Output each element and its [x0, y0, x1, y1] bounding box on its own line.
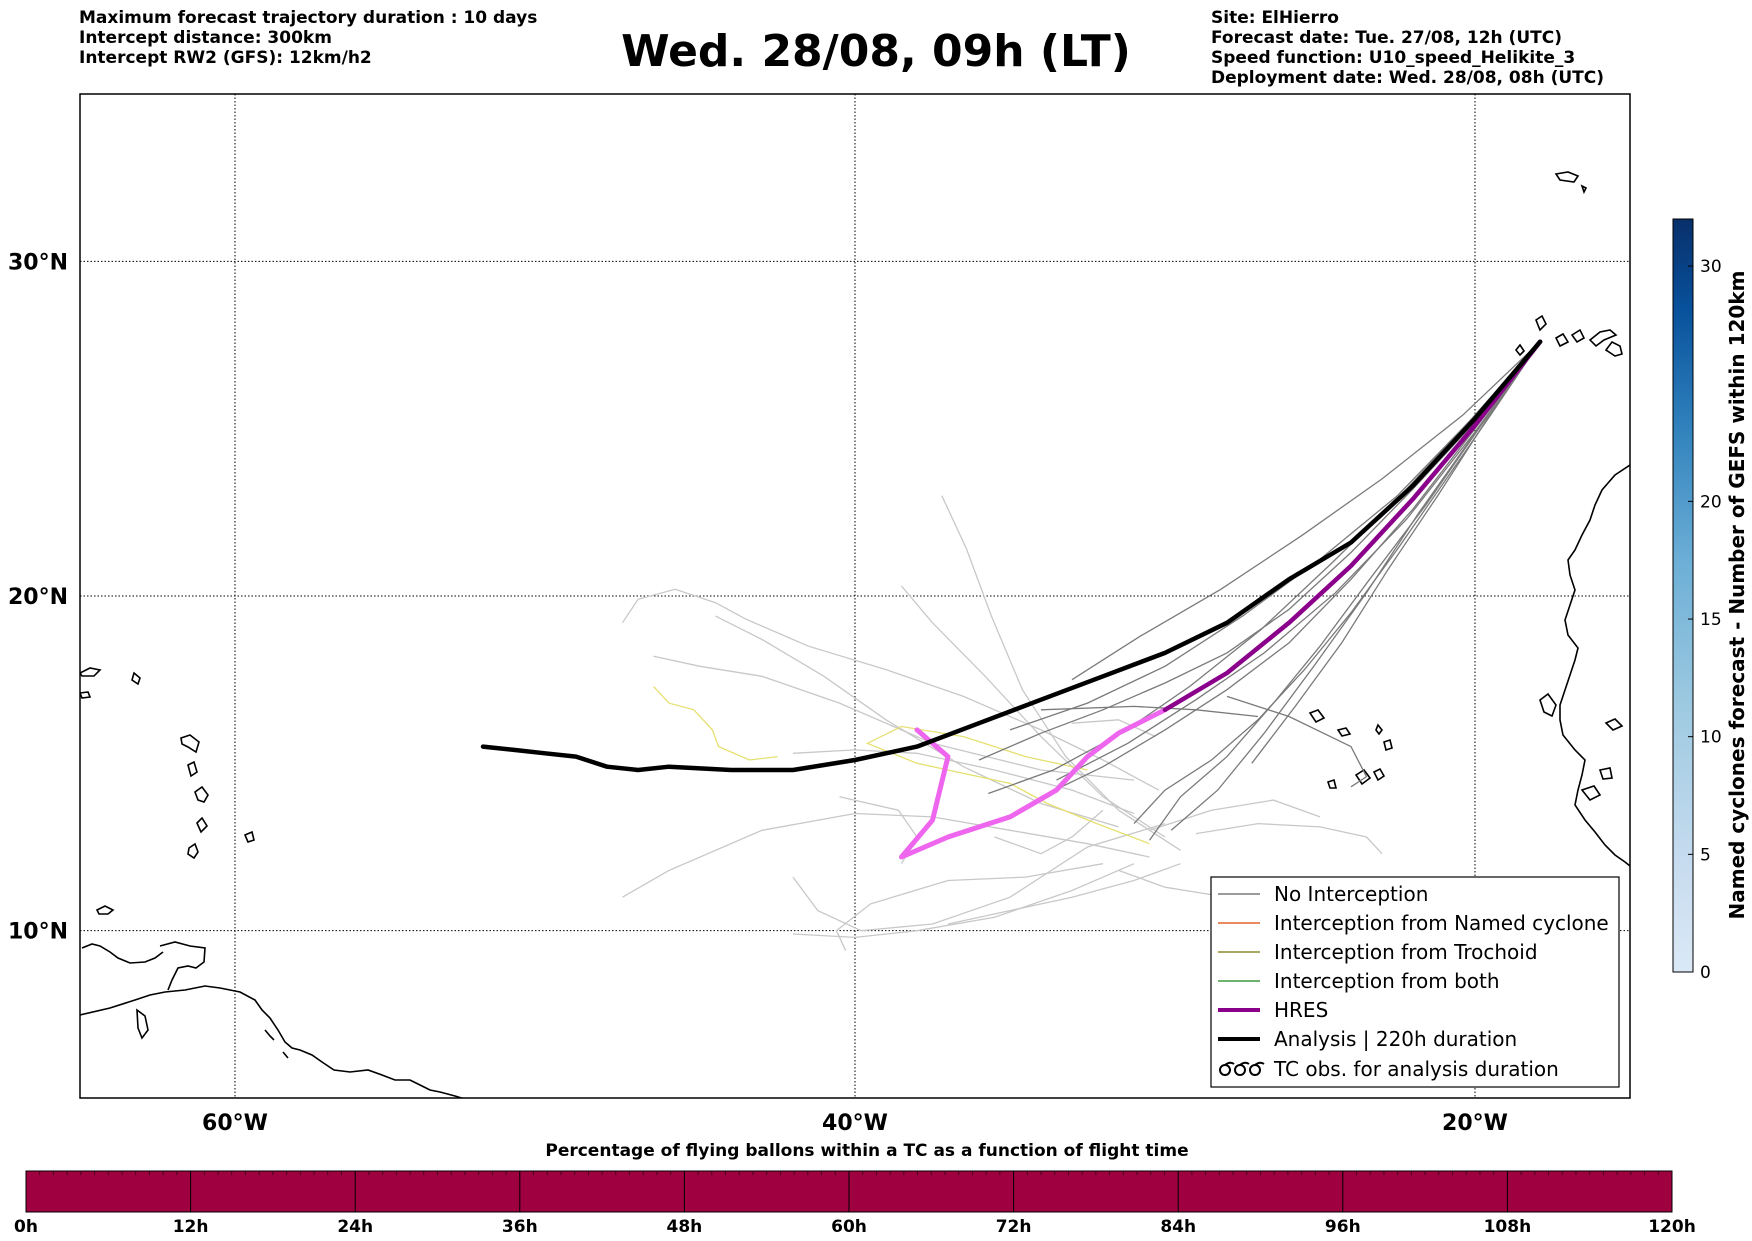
header-right-line: Speed function: U10_speed_Helikite_3: [1211, 48, 1576, 68]
time-label: 0h: [14, 1217, 38, 1237]
trajectory-light: [1149, 799, 1321, 831]
trajectory-light: [715, 615, 1119, 828]
time-label: 24h: [337, 1217, 373, 1237]
trajectory-no-interception: [988, 341, 1541, 795]
hres-line-outer: [899, 707, 1168, 860]
percentage-bar-minor-ticks: [39, 1171, 1659, 1175]
colorbar-tick-label: 15: [1700, 610, 1722, 630]
analysis-line: [480, 339, 1543, 773]
colorbar-right: 0 5 10 15 20 30 Named cyclones forecast - Num…: [1672, 218, 1749, 983]
trajectory-light: [941, 495, 1181, 851]
trajectory-light: [792, 822, 1166, 932]
trajectory-no-interception: [1071, 341, 1541, 681]
time-label: 120h: [1648, 1217, 1696, 1237]
lat-label: 20°N: [8, 585, 68, 610]
trajectory-no-interception: [1148, 341, 1541, 841]
hres-trajectory: [899, 339, 1543, 860]
colorbar-tick-label: 20: [1700, 492, 1722, 512]
header-right: Site: ElHierro Forecast date: Tue. 27/08…: [1211, 8, 1604, 88]
trajectory-light: [653, 655, 1135, 781]
trajectory-light: [621, 588, 1160, 791]
longitude-labels: 60°W 40°W 20°W: [202, 1111, 1508, 1136]
legend-label-no-interception: No Interception: [1274, 882, 1428, 906]
trajectory-light: [835, 863, 1104, 951]
trajectory-no-interception: [1040, 341, 1541, 798]
trajectory-trochoid: [865, 725, 1150, 845]
analysis-trajectory: [480, 339, 1543, 773]
time-label: 72h: [996, 1217, 1032, 1237]
lon-label: 20°W: [1442, 1111, 1508, 1136]
hres-line: [1162, 339, 1543, 713]
trajectory-trochoid: [653, 685, 778, 761]
colorbar-right-ticks: 0 5 10 15 20 30: [1688, 257, 1722, 983]
header-left-line: Intercept RW2 (GFS): 12km/h2: [79, 48, 372, 68]
legend-label-trochoid: Interception from Trochoid: [1274, 940, 1538, 964]
header-right-line: Site: ElHierro: [1211, 8, 1339, 28]
legend: No Interception Interception from Named …: [1210, 876, 1620, 1088]
no-interception-far-trajectories: [621, 495, 1383, 951]
lon-label: 40°W: [822, 1111, 888, 1136]
time-label: 48h: [667, 1217, 703, 1237]
percentage-title: Percentage of flying ballons within a TC…: [545, 1141, 1188, 1161]
page-title: Wed. 28/08, 09h (LT): [621, 26, 1131, 77]
header-right-line: Forecast date: Tue. 27/08, 12h (UTC): [1211, 28, 1562, 48]
colorbar-tick-label: 0: [1700, 963, 1711, 983]
time-label: 108h: [1484, 1217, 1532, 1237]
legend-label-analysis: Analysis | 220h duration: [1274, 1027, 1517, 1051]
header-left-line: Intercept distance: 300km: [79, 28, 332, 48]
time-label: 36h: [502, 1217, 538, 1237]
trajectory-light: [792, 863, 1135, 939]
trajectory-light: [947, 863, 1181, 925]
time-label: 96h: [1325, 1217, 1361, 1237]
colorbar-tick-label: 30: [1700, 257, 1722, 277]
legend-label-named-cyclone: Interception from Named cyclone: [1274, 911, 1609, 935]
cyclone-icon: [1219, 1061, 1265, 1076]
legend-label-tc-obs: TC obs. for analysis duration: [1273, 1057, 1559, 1081]
trajectory-light: [901, 585, 1166, 838]
trajectory-no-interception: [1056, 341, 1541, 781]
trajectory-light: [994, 809, 1104, 855]
legend-label-both: Interception from both: [1274, 969, 1500, 993]
colorbar-tick-label: 5: [1700, 845, 1711, 865]
header-right-line: Deployment date: Wed. 28/08, 08h (UTC): [1211, 68, 1605, 88]
trajectory-light: [622, 812, 1150, 898]
legend-label-hres: HRES: [1274, 998, 1328, 1022]
trajectory-no-interception: [1226, 695, 1368, 788]
map-frame: [79, 93, 1631, 1099]
time-label: 60h: [831, 1217, 867, 1237]
trajectory-light: [1195, 822, 1383, 855]
colorbar-bottom: 0h 12h 24h 36h 48h 60h 72h 84h 96h 108h 120h: [14, 1170, 1696, 1237]
colorbar-right-title: Named cyclones forecast - Number of GEFS…: [1725, 271, 1749, 920]
colorbar-right-gradient: [1672, 218, 1694, 973]
header-left-line: Maximum forecast trajectory duration : 1…: [79, 8, 538, 28]
time-label: 84h: [1160, 1217, 1196, 1237]
lon-label: 60°W: [202, 1111, 268, 1136]
latitude-labels: 30°N 20°N 10°N: [8, 250, 68, 944]
no-interception-trajectories: [978, 341, 1541, 841]
lat-label: 30°N: [8, 250, 68, 275]
coastline-islands: [1308, 171, 1623, 789]
coastline-africa: [1539, 464, 1630, 867]
trochoid-trajectories: [653, 685, 1150, 845]
trajectory-no-interception: [1170, 341, 1541, 831]
trajectory-no-interception: [1251, 341, 1541, 764]
colorbar-tick-label: 10: [1700, 728, 1722, 748]
legend-box: [1210, 876, 1620, 1088]
percentage-bar-labels: 0h 12h 24h 36h 48h 60h 72h 84h 96h 108h 120h: [14, 1171, 1696, 1237]
time-label: 12h: [173, 1217, 209, 1237]
coastline-americas: [80, 667, 465, 1098]
lat-label: 10°N: [8, 920, 68, 945]
trajectory-light: [1071, 719, 1156, 738]
header-left: Maximum forecast trajectory duration : 1…: [79, 8, 537, 68]
